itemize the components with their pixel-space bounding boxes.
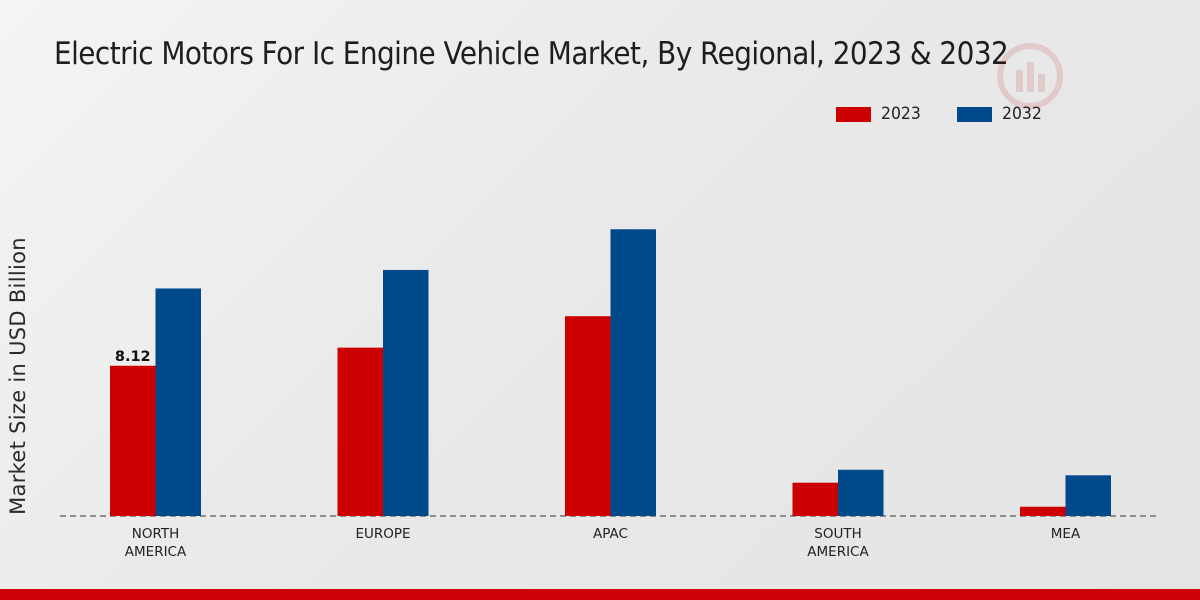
x-tick-label-south-america: SOUTH AMERICA	[807, 526, 869, 560]
bar-2023-apac	[565, 316, 611, 516]
bar-2032-apac	[610, 229, 656, 516]
legend-label-2023: 2023	[881, 104, 921, 124]
x-tick-label-north-america: NORTH AMERICA	[125, 526, 187, 560]
x-tick-label-europe: EUROPE	[355, 526, 410, 542]
legend-label-2032: 2032	[1002, 104, 1042, 124]
data-label-2023-0: 8.12	[115, 349, 151, 365]
bar-2032-mea	[1065, 475, 1111, 516]
x-tick-label-apac: APAC	[593, 526, 628, 542]
legend-swatch-2023	[836, 106, 871, 122]
chart-title: Electric Motors For Ic Engine Vehicle Ma…	[54, 36, 1009, 72]
bar-2032-north-america	[155, 288, 201, 516]
x-tick-label-mea: MEA	[1051, 526, 1081, 542]
legend-item-2023: 2023	[836, 104, 924, 124]
bar-2032-europe	[383, 269, 429, 516]
legend-swatch-2032	[957, 106, 992, 122]
footer-bar	[0, 589, 1200, 600]
bar-2023-mea	[1020, 506, 1066, 516]
legend-item-2032: 2032	[957, 104, 1045, 124]
watermark-logo-icon	[997, 43, 1063, 109]
bar-2023-south-america	[792, 482, 838, 516]
bar-2023-north-america	[110, 365, 156, 516]
bar-2023-europe	[337, 347, 383, 516]
bar-2032-south-america	[838, 469, 884, 516]
